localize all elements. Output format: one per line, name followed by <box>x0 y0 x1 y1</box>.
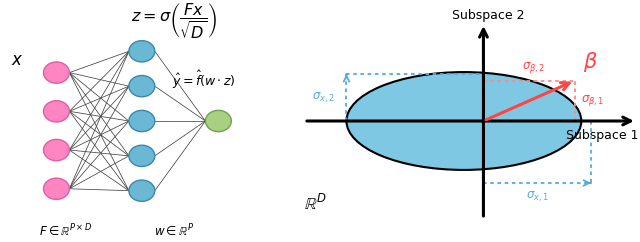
Text: $F \in \mathbb{R}^{P \times D}$: $F \in \mathbb{R}^{P \times D}$ <box>38 223 92 240</box>
Circle shape <box>129 180 155 201</box>
Text: $\sigma_{x,1}$: $\sigma_{x,1}$ <box>525 189 548 204</box>
Circle shape <box>44 62 69 83</box>
Circle shape <box>129 110 155 132</box>
Text: $\sigma_{\beta,2}$: $\sigma_{\beta,2}$ <box>522 60 545 75</box>
Text: $\hat{y} = \hat{f}(w \cdot z)$: $\hat{y} = \hat{f}(w \cdot z)$ <box>172 69 236 91</box>
Text: $\sigma_{\beta,1}$: $\sigma_{\beta,1}$ <box>581 93 605 108</box>
Circle shape <box>129 145 155 166</box>
Circle shape <box>129 76 155 97</box>
Text: $w \in \mathbb{R}^P$: $w \in \mathbb{R}^P$ <box>154 223 195 240</box>
Circle shape <box>129 41 155 62</box>
Circle shape <box>205 110 231 132</box>
Text: Subspace 1: Subspace 1 <box>566 129 639 142</box>
Text: $\sigma_{x,2}$: $\sigma_{x,2}$ <box>312 90 335 105</box>
Ellipse shape <box>346 72 581 170</box>
Circle shape <box>44 178 69 199</box>
Text: $x$: $x$ <box>11 52 23 69</box>
Circle shape <box>44 101 69 122</box>
Text: Subspace 2: Subspace 2 <box>452 9 525 22</box>
Text: $z = \sigma\left(\dfrac{Fx}{\sqrt{D}}\right)$: $z = \sigma\left(\dfrac{Fx}{\sqrt{D}}\ri… <box>131 2 217 41</box>
Circle shape <box>44 139 69 161</box>
Text: $\mathbb{R}^D$: $\mathbb{R}^D$ <box>304 194 327 214</box>
Text: $\beta$: $\beta$ <box>583 50 598 74</box>
